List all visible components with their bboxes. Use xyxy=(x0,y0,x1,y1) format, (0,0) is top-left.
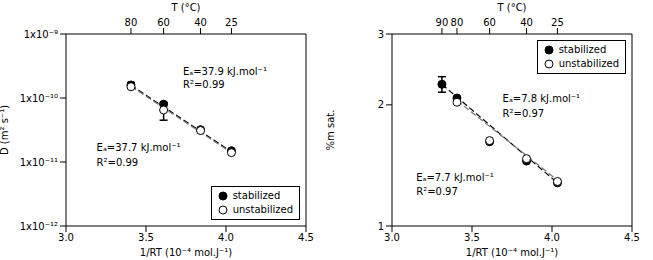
svg-text:2: 2 xyxy=(378,99,384,110)
html-text:unstabilized: unstabilized xyxy=(232,204,293,215)
svg-text:R²=0.97: R²=0.97 xyxy=(416,186,458,197)
svg-text:Eₐ=7.8 kJ.mol⁻¹: Eₐ=7.8 kJ.mol⁻¹ xyxy=(503,93,581,104)
svg-text:4.0: 4.0 xyxy=(218,232,234,243)
svg-text:3.5: 3.5 xyxy=(464,232,480,243)
svg-text:R²=0.99: R²=0.99 xyxy=(97,157,139,168)
html-text:stabilized: stabilized xyxy=(558,44,607,55)
svg-text:1x10⁻¹⁰: 1x10⁻¹⁰ xyxy=(20,93,58,104)
svg-text:40: 40 xyxy=(520,17,533,28)
svg-text:T (°C): T (°C) xyxy=(170,2,200,13)
svg-text:1: 1 xyxy=(378,221,384,232)
svg-text:1x10⁻¹¹: 1x10⁻¹¹ xyxy=(20,157,58,168)
svg-text:Eₐ=7.7 kJ.mol⁻¹: Eₐ=7.7 kJ.mol⁻¹ xyxy=(416,172,494,183)
svg-text:%m sat.: %m sat. xyxy=(326,110,336,151)
html-text:unstabilized: unstabilized xyxy=(558,58,619,69)
svg-text:60: 60 xyxy=(483,17,496,28)
svg-text:Eₐ=37.9 kJ.mol⁻¹: Eₐ=37.9 kJ.mol⁻¹ xyxy=(183,66,267,77)
svg-text:R²=0.97: R²=0.97 xyxy=(503,108,545,119)
svg-text:25: 25 xyxy=(551,17,564,28)
svg-text:3.0: 3.0 xyxy=(384,232,400,243)
svg-text:80: 80 xyxy=(451,17,464,28)
svg-text:25: 25 xyxy=(225,17,238,28)
svg-text:3.5: 3.5 xyxy=(138,232,154,243)
svg-text:R²=0.99: R²=0.99 xyxy=(183,79,225,90)
svg-text:4.5: 4.5 xyxy=(624,232,640,243)
svg-text:T (°C): T (°C) xyxy=(496,2,526,13)
svg-text:Eₐ=37.7 kJ.mol⁻¹: Eₐ=37.7 kJ.mol⁻¹ xyxy=(97,142,181,153)
svg-text:90: 90 xyxy=(436,17,449,28)
svg-text:1x10⁻¹²: 1x10⁻¹² xyxy=(20,221,58,232)
svg-text:3: 3 xyxy=(378,29,384,40)
svg-text:1/RT (10⁻⁴ mol.J⁻¹): 1/RT (10⁻⁴ mol.J⁻¹) xyxy=(140,247,232,258)
svg-text:1x10⁻⁹: 1x10⁻⁹ xyxy=(24,29,58,40)
svg-text:80: 80 xyxy=(125,17,138,28)
svg-text:3.0: 3.0 xyxy=(58,232,74,243)
svg-text:60: 60 xyxy=(157,17,170,28)
svg-text:D (m² s⁻¹): D (m² s⁻¹) xyxy=(8,105,10,155)
html-text:stabilized: stabilized xyxy=(232,190,281,201)
svg-text:1/RT (10⁻⁴ mol.J⁻¹): 1/RT (10⁻⁴ mol.J⁻¹) xyxy=(466,247,558,258)
svg-text:4.5: 4.5 xyxy=(298,232,314,243)
svg-text:4.0: 4.0 xyxy=(544,232,560,243)
svg-text:40: 40 xyxy=(194,17,207,28)
